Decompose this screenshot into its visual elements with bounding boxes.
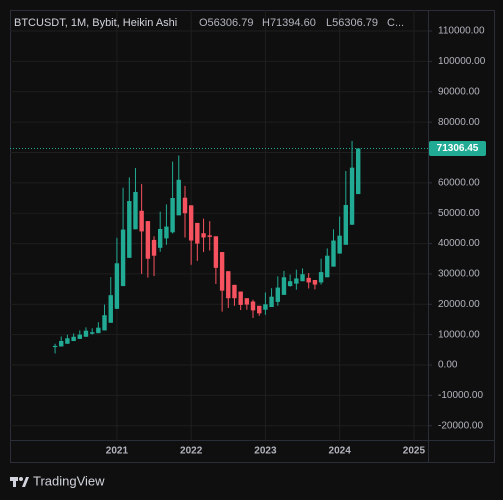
candle-body: [349, 167, 355, 225]
y-tick-label: 80000.00: [438, 117, 480, 128]
legend-low: L56306.79: [326, 17, 378, 29]
candle-body: [232, 284, 237, 299]
candle-body: [281, 277, 287, 295]
chart-title: BTCUSDT, 1M, Bybit, Heikin Ashi: [14, 17, 177, 29]
candle-body: [77, 334, 82, 339]
candle-body: [65, 338, 70, 344]
candle-body: [226, 271, 231, 299]
logo-part: [22, 477, 29, 487]
candle-body: [300, 274, 305, 282]
last-price-label: 71306.45: [437, 143, 479, 154]
x-tick-label: 2022: [180, 446, 203, 457]
candle-body: [287, 281, 293, 287]
candle-body: [170, 198, 175, 233]
candle-body: [71, 336, 76, 342]
candle-body: [343, 205, 349, 245]
candle-body: [238, 291, 243, 305]
candle-body: [337, 235, 342, 254]
candle-body: [139, 210, 144, 232]
candle-body: [244, 298, 250, 305]
y-tick-label: 40000.00: [438, 238, 480, 249]
candle-body: [294, 278, 299, 284]
y-tick-label: 50000.00: [438, 208, 480, 219]
candle-body: [89, 332, 95, 334]
logo-part: [13, 477, 16, 487]
x-tick-label: 2021: [106, 446, 129, 457]
candle-body: [195, 222, 200, 244]
candle-body: [52, 345, 58, 348]
x-tick-label: 2025: [403, 446, 426, 457]
candle-body: [188, 205, 194, 241]
last-price-box: [429, 141, 486, 157]
candle-body: [263, 304, 268, 310]
candle-body: [133, 191, 138, 230]
candle-body: [182, 197, 188, 214]
candle-body: [207, 235, 212, 237]
candle-body: [269, 296, 274, 308]
candle-body: [257, 305, 262, 314]
candle-body: [127, 201, 132, 258]
candle-body: [157, 228, 163, 248]
y-tick-label: 0.00: [438, 360, 458, 371]
candle-body: [213, 236, 219, 268]
tradingview-logo: [10, 477, 29, 487]
candle-body: [356, 148, 361, 195]
chart-frame: [10, 10, 495, 463]
labels: 110000.00100000.0090000.0080000.0070000.…: [10, 26, 486, 457]
candles: [52, 140, 361, 354]
candle-body: [59, 341, 64, 347]
y-tick-label: 60000.00: [438, 177, 480, 188]
candle-body: [312, 279, 318, 285]
candle-body: [102, 315, 107, 331]
y-tick-label: 100000.00: [438, 56, 486, 67]
candle-body: [151, 239, 157, 256]
y-tick-label: 90000.00: [438, 86, 480, 97]
y-tick-label: 10000.00: [438, 329, 480, 340]
candle-body: [318, 272, 324, 283]
candle-body: [96, 327, 101, 334]
legend-high: H71394.60: [262, 17, 316, 29]
y-tick-label: -20000.00: [438, 420, 483, 431]
candle-body: [325, 255, 330, 278]
candle-body: [145, 221, 151, 259]
y-tick-label: -10000.00: [438, 390, 483, 401]
candle-body: [83, 330, 89, 337]
candle-body: [114, 263, 120, 309]
x-tick-label: 2024: [329, 446, 352, 457]
candle-body: [219, 252, 225, 291]
footer-brand: TradingView: [33, 473, 105, 488]
legend-open: O56306.79: [199, 17, 253, 29]
candle-body: [108, 295, 113, 323]
legend-close: C...: [387, 17, 404, 29]
candle-body: [201, 233, 206, 238]
logo-part: [19, 477, 23, 481]
candle-body: [120, 229, 126, 287]
candle-body: [164, 226, 169, 239]
candle-body: [250, 301, 256, 311]
y-tick-label: 110000.00: [438, 26, 485, 37]
candle-body: [331, 240, 336, 267]
x-tick-label: 2023: [254, 446, 277, 457]
candle-body: [275, 287, 281, 302]
candle-body: [306, 277, 311, 283]
y-tick-label: 20000.00: [438, 299, 480, 310]
y-tick-label: 30000.00: [438, 269, 480, 280]
candle-body: [176, 179, 181, 216]
